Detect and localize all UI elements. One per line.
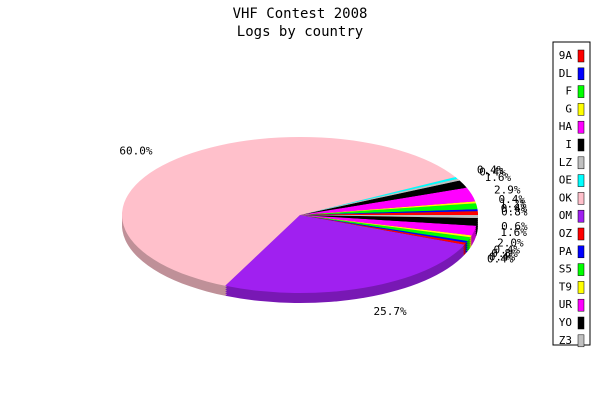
legend-swatch — [577, 67, 585, 81]
legend-swatch — [577, 281, 585, 294]
slice — [121, 137, 456, 286]
data-label: 1.6% — [485, 171, 512, 184]
data-label: 0.4% — [494, 244, 521, 257]
data-label: 0.4% — [477, 163, 504, 176]
legend-label: 9A — [559, 49, 573, 62]
slice — [225, 215, 465, 293]
legend-label: UR — [559, 298, 573, 311]
slice — [300, 215, 477, 236]
legend-label: OE — [559, 174, 572, 187]
slice — [300, 209, 478, 215]
legend-swatch — [577, 298, 585, 312]
legend-label: I — [565, 138, 572, 151]
legend-label: LZ — [559, 156, 573, 169]
legend-label: YO — [559, 316, 572, 329]
slice — [300, 215, 468, 243]
data-label: 0.4% — [479, 166, 506, 179]
legend-swatch — [577, 209, 585, 223]
legend-label: HA — [559, 120, 573, 133]
data-label: 0.4% — [498, 193, 525, 206]
data-label: 0.4% — [501, 202, 528, 215]
slice — [300, 187, 476, 215]
legend-label: OZ — [559, 227, 573, 240]
legend-label: DL — [559, 67, 573, 80]
legend-swatch — [577, 156, 585, 170]
data-label: 60.0% — [119, 144, 152, 157]
slice — [300, 211, 478, 215]
slice — [300, 215, 471, 241]
legend-label: PA — [559, 245, 573, 258]
legend-swatch — [577, 49, 585, 63]
legend-swatch — [577, 227, 585, 241]
legend-swatch — [577, 120, 585, 134]
chart-subtitle: Logs by country — [237, 24, 363, 40]
data-label: 0.8% — [501, 206, 528, 219]
slice — [300, 215, 478, 218]
slice — [300, 215, 467, 245]
data-label: 1.6% — [500, 226, 527, 239]
chart-title: VHF Contest 2008 — [233, 6, 368, 22]
slice — [300, 180, 467, 215]
legend-label: Z3 — [559, 334, 572, 347]
legend-swatch — [577, 192, 585, 205]
legend-label: OM — [559, 209, 573, 222]
slice — [300, 178, 460, 215]
legend-swatch — [577, 174, 585, 187]
legend-swatch — [577, 103, 585, 116]
legend-label: S5 — [559, 263, 572, 276]
legend-label: T9 — [559, 280, 572, 293]
legend-swatch — [577, 334, 585, 348]
slice — [300, 176, 458, 215]
slice — [300, 215, 478, 226]
data-label: 1.2% — [500, 197, 527, 210]
legend-swatch — [577, 85, 585, 98]
legend-label: OK — [559, 191, 573, 204]
legend-swatch — [577, 138, 585, 152]
legend-label: F — [565, 85, 572, 98]
data-label: 0.4% — [487, 252, 514, 265]
data-label: 2.9% — [494, 183, 521, 196]
slice — [300, 215, 472, 238]
data-label: 25.7% — [373, 305, 406, 318]
data-label: 0.6% — [501, 220, 528, 233]
legend-swatch — [577, 245, 585, 259]
legend-label: G — [565, 102, 572, 115]
legend-swatch — [577, 263, 585, 276]
legend-swatch — [577, 316, 585, 330]
slice — [300, 201, 476, 215]
slice — [300, 203, 478, 215]
data-label: 2.0% — [497, 237, 524, 250]
data-label: 0.4% — [489, 250, 516, 263]
data-label: 0.8% — [491, 247, 518, 260]
